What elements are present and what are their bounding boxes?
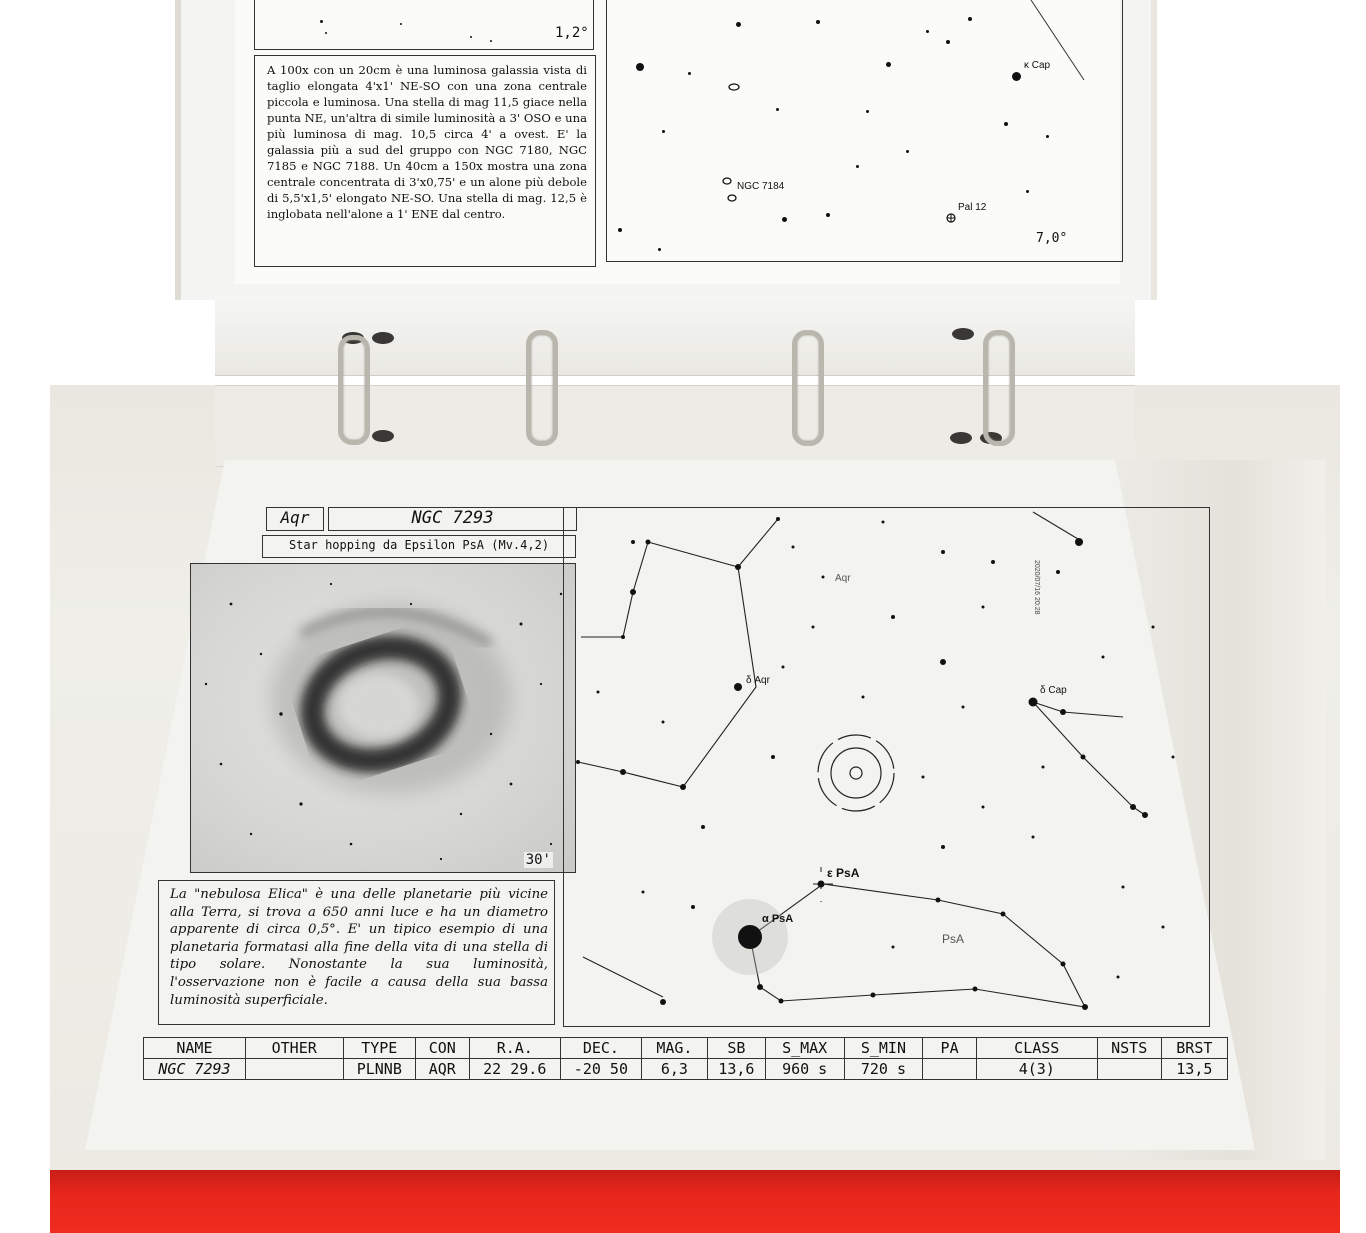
photo-scale-label: 30' (523, 852, 553, 868)
table-cell: AQR (415, 1058, 470, 1080)
star (782, 217, 787, 222)
star (776, 108, 779, 111)
star (968, 17, 972, 21)
binder-ring (338, 335, 370, 445)
star (816, 20, 820, 24)
description-box (158, 880, 555, 1025)
top-page (235, 0, 1120, 284)
star (490, 40, 492, 42)
object-info-table: NAME OTHER TYPE CON R.A. DEC. MAG. SB S_… (143, 1037, 1229, 1080)
table-cell: 13,6 (707, 1058, 766, 1080)
table-header-cell: R.A. (468, 1037, 561, 1059)
star (866, 110, 869, 113)
table-header-cell: MAG. (640, 1037, 709, 1059)
chart-label-alpha-psa: α PsA (762, 913, 794, 925)
table-cell (1096, 1058, 1162, 1080)
helix-nebula-image (204, 582, 563, 861)
star (906, 150, 909, 153)
star (856, 165, 859, 168)
table-header-cell: NSTS (1096, 1037, 1162, 1059)
table-header-row: NAME OTHER TYPE CON R.A. DEC. MAG. SB S_… (143, 1037, 1229, 1059)
table-cell: PLNNB (342, 1058, 417, 1080)
object-name: NGC 7293 (411, 508, 494, 528)
table-header-cell: NAME (143, 1037, 246, 1059)
table-cell: 22 29.6 (468, 1058, 561, 1080)
table-header-cell: SB (707, 1037, 766, 1059)
star (320, 20, 323, 23)
chart-label-delta-aqr: δ Aqr (746, 675, 770, 686)
table-header-cell: S_MIN (843, 1037, 924, 1059)
constellation-label: Aqr (280, 508, 310, 527)
hopping-text: Star hopping da Epsilon PsA (Mv.4,2) (288, 538, 550, 552)
punch-hole (372, 332, 394, 344)
star (636, 63, 644, 71)
star (886, 62, 891, 67)
star (1004, 122, 1008, 126)
red-binder-cover (50, 1170, 1340, 1233)
chart-label-psa: PsA (942, 932, 965, 946)
top-description-box (254, 55, 596, 267)
chart-label-aqr: Aqr (835, 573, 851, 584)
top-photo-dots (300, 18, 520, 46)
star (618, 228, 622, 232)
table-cell: 13,5 (1160, 1058, 1229, 1080)
star (325, 32, 327, 34)
star (1012, 72, 1021, 81)
top-chart-stars (606, 0, 1121, 262)
table-header-cell: DEC. (559, 1037, 642, 1059)
table-cell (922, 1058, 977, 1080)
punch-hole (952, 328, 974, 340)
binder-ring (526, 330, 558, 446)
star-chart (576, 511, 1175, 1010)
table-header-cell: BRST (1160, 1037, 1229, 1059)
top-description-text: A 100x con un 20cm è una luminosa galass… (267, 63, 587, 221)
top-chart-cluster-label: Pal 12 (958, 202, 987, 213)
binder-ring (792, 330, 824, 446)
star (1026, 190, 1029, 193)
top-chart-art (722, 0, 1085, 223)
table-header-cell: S_MAX (764, 1037, 845, 1059)
table-header-cell: CON (415, 1037, 470, 1059)
table-header-cell: PA (922, 1037, 977, 1059)
binder-ring (983, 330, 1015, 446)
table-cell: NGC 7293 (143, 1058, 246, 1080)
table-header-cell: OTHER (244, 1037, 344, 1059)
top-photo-box (254, 0, 594, 50)
star (400, 23, 402, 25)
hopping-box (262, 535, 576, 558)
star (470, 36, 472, 38)
star (946, 40, 950, 44)
punch-hole (950, 432, 972, 444)
table-header-cell: CLASS (975, 1037, 1098, 1059)
object-name-box (328, 507, 577, 531)
top-chart-scale: 7,0° (1036, 231, 1068, 246)
star (688, 72, 691, 75)
star (926, 30, 929, 33)
table-cell: 4(3) (975, 1058, 1098, 1080)
table-cell: 720 s (843, 1058, 924, 1080)
star (658, 248, 661, 251)
star (736, 22, 741, 27)
punch-hole (372, 430, 394, 442)
chart-label-epsilon-psa: ε PsA (827, 866, 860, 880)
star (826, 213, 830, 217)
table-header-cell: TYPE (342, 1037, 417, 1059)
star-chart-frame (563, 507, 1210, 1027)
top-chart-galaxy-label: NGC 7184 (737, 181, 785, 192)
top-star-chart (606, 0, 1123, 262)
margin-code: 2020/07/16 20:28 (1033, 560, 1040, 615)
table-cell: 6,3 (640, 1058, 709, 1080)
table-row: NGC 7293 PLNNB AQR 22 29.6 -20 50 6,3 13… (143, 1058, 1229, 1080)
constellation-box (266, 507, 324, 531)
table-cell: -20 50 (559, 1058, 642, 1080)
table-cell (244, 1058, 344, 1080)
top-photo-scale: 1,2° (555, 25, 589, 41)
description-text: La "nebulosa Elica" è una delle planetar… (170, 887, 548, 1008)
star (1046, 135, 1049, 138)
star (662, 130, 665, 133)
table-cell: 960 s (764, 1058, 845, 1080)
top-chart-star-label: κ Cap (1024, 60, 1051, 71)
chart-label-delta-cap: δ Cap (1040, 685, 1067, 696)
nebula-photo: 30' (190, 563, 576, 873)
